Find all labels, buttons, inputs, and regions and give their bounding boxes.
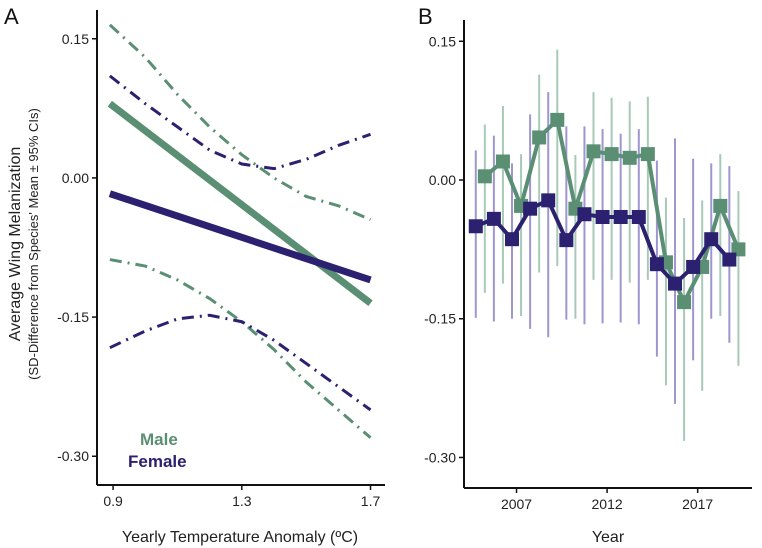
y-axis-title: Average Wing Melanization (7, 147, 24, 341)
x-tick-label: 2012 (592, 496, 623, 512)
panel-a: 0.15 0.00 -0.15 -0.30 0.9 1.3 1.7 (57, 10, 385, 509)
male-ci-upper-line (108, 23, 372, 222)
y-axis-subtitle: (SD-Difference from Species' Mean ± 95% … (26, 108, 41, 380)
female-point (486, 211, 501, 226)
female-point (631, 210, 646, 225)
male-point (550, 112, 565, 127)
male-fit-line (107, 100, 373, 306)
female-ci-upper-line (108, 74, 372, 171)
female-fit-line (108, 190, 372, 284)
male-point (640, 147, 655, 162)
female-ci-lower-line (109, 313, 372, 412)
male-point (495, 154, 510, 169)
female-point (468, 219, 483, 234)
panel-label-b: B (418, 4, 433, 29)
female-point (722, 252, 737, 267)
y-tick-label: -0.30 (57, 448, 89, 464)
female-point (523, 201, 538, 216)
legend-male: Male (140, 430, 178, 449)
x-tick-label: 1.7 (361, 493, 381, 509)
female-point (704, 232, 719, 247)
male-point (604, 147, 619, 162)
male-point (477, 169, 492, 184)
female-point (613, 210, 628, 225)
y-tick-label: 0.15 (62, 31, 89, 47)
panel-b: 0.15 0.00 -0.15 -0.30 2007 2012 2017 (424, 20, 752, 512)
x-axis-title-a: Yearly Temperature Anomaly (ºC) (122, 529, 358, 546)
male-point (713, 198, 728, 213)
x-tick-label: 2017 (682, 496, 713, 512)
male-point (586, 144, 601, 159)
y-tick-label: -0.30 (424, 449, 456, 465)
panel-label-a: A (4, 4, 19, 29)
male-point (532, 130, 547, 145)
y-tick-label: 0.00 (429, 172, 456, 188)
x-axis-title-b: Year (592, 529, 625, 546)
male-ci-lower-line (109, 258, 372, 439)
x-tick-label: 2007 (501, 496, 532, 512)
female-point (595, 210, 610, 225)
x-tick-label: 1.3 (232, 493, 252, 509)
legend-female: Female (128, 452, 187, 471)
female-point (649, 257, 664, 272)
female-point (559, 233, 574, 248)
y-tick-label: -0.15 (424, 311, 456, 327)
female-point (668, 276, 683, 291)
male-point (622, 150, 637, 165)
female-point (686, 259, 701, 274)
y-tick-label: 0.15 (429, 33, 456, 49)
female-point (505, 232, 519, 247)
x-tick-label: 0.9 (103, 493, 123, 509)
y-tick-label: 0.00 (62, 170, 89, 186)
y-tick-label: -0.15 (57, 309, 89, 325)
female-point (541, 193, 556, 208)
female-point (577, 207, 592, 222)
male-point (677, 295, 692, 310)
